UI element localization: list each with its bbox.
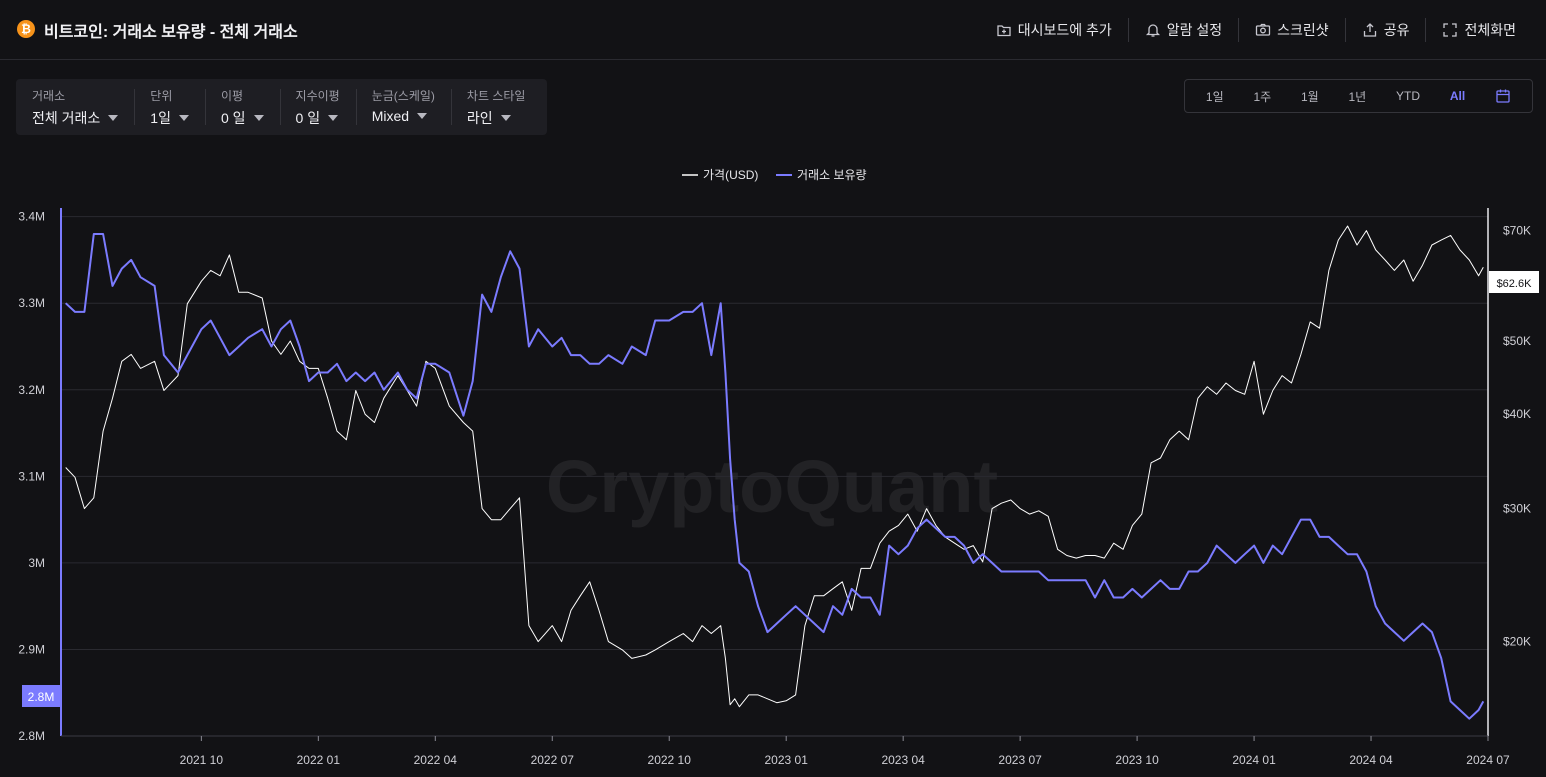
exchange-select-value: 전체 거래소: [32, 110, 101, 126]
left-last-value-badge: 2.8M: [22, 685, 60, 707]
x-tick-label: 2024 07: [1466, 753, 1510, 767]
x-tick-label: 2022 10: [648, 753, 692, 767]
chevron-down-icon: [328, 115, 339, 121]
unit-select-value: 1일: [150, 110, 171, 126]
legend-reserve-label[interactable]: 거래소 보유량: [797, 168, 867, 182]
left-last-value-text: 2.8M: [28, 690, 55, 704]
unit-select-label: 단위: [150, 89, 173, 103]
legend-price-label[interactable]: 가격(USD): [703, 168, 758, 182]
ma-select-value: 0 일: [220, 110, 246, 126]
y-left-tick-label: 2.8M: [18, 729, 45, 743]
add-to-dashboard-button[interactable]: 대시보드에 추가: [980, 20, 1128, 40]
ema-select-value: 0 일: [295, 110, 321, 126]
screenshot-button[interactable]: 스크린샷: [1239, 20, 1345, 40]
y-right-tick-label: $40K: [1503, 407, 1531, 421]
y-right-tick-label: $30K: [1503, 502, 1531, 516]
share-label: 공유: [1383, 22, 1410, 38]
exchange-select-label: 거래소: [32, 89, 66, 103]
y-right-tick-label: $70K: [1503, 224, 1531, 238]
bitcoin-icon: ₿: [17, 20, 35, 38]
chevron-down-icon: [178, 115, 189, 121]
chart-style-select-value: 라인: [466, 110, 493, 126]
unit-select[interactable]: 단위 1일: [134, 79, 205, 135]
x-tick-label: 2024 04: [1349, 753, 1393, 767]
action-divider: [1238, 18, 1240, 42]
chart-legend: 가격(USD) 거래소 보유량: [682, 168, 867, 182]
x-tick-label: 2022 07: [531, 753, 575, 767]
x-tick-label: 2023 10: [1115, 753, 1159, 767]
ema-select-label: 지수이평: [295, 89, 340, 103]
right-last-value-text: $62.6K: [1497, 278, 1533, 290]
x-tick-label: 2023 01: [765, 753, 809, 767]
screenshot-label: 스크린샷: [1277, 22, 1329, 38]
range-1w-button[interactable]: 1주: [1253, 89, 1272, 104]
chart-style-select-label: 차트 스타일: [466, 89, 526, 103]
chevron-down-icon: [253, 115, 264, 121]
y-right-tick-label: $20K: [1503, 635, 1531, 649]
action-divider: [1425, 18, 1427, 42]
x-tick-label: 2023 07: [998, 753, 1042, 767]
calendar-icon: [1496, 89, 1510, 103]
chevron-down-icon: [417, 113, 428, 119]
ema-select[interactable]: 지수이평 0 일: [279, 79, 356, 135]
alert-settings-label: 알람 설정: [1166, 22, 1223, 38]
alert-settings-button[interactable]: 알람 설정: [1129, 20, 1238, 40]
y-left-tick-label: 3.1M: [18, 469, 45, 483]
range-selector: 1일 1주 1월 1년 YTD All: [1184, 79, 1533, 113]
action-divider: [1127, 18, 1129, 42]
price-series-line: [65, 225, 1484, 708]
exchange-reserve-chart: CryptoQuant 가격(USD) 거래소 보유량 3.4M 3.3M 3.2M…: [18, 168, 1539, 767]
scale-select-label: 눈금(스케일): [371, 89, 435, 103]
ma-select-label: 이평: [220, 89, 244, 103]
add-to-dashboard-label: 대시보드에 추가: [1017, 22, 1112, 38]
right-last-value-badge: $62.6K: [1489, 271, 1539, 293]
share-icon: [1363, 23, 1376, 37]
y-left-tick-label: 3.4M: [18, 210, 45, 224]
fullscreen-label: 전체화면: [1464, 22, 1516, 38]
x-tick-label: 2023 04: [881, 753, 925, 767]
y-left-tick-label: 3M: [28, 556, 45, 570]
page-title: 비트코인: 거래소 보유량 - 전체 거래소: [44, 24, 298, 41]
camera-icon: [1256, 23, 1271, 36]
exchange-select[interactable]: 거래소 전체 거래소: [16, 79, 134, 135]
y-left-tick-label: 2.9M: [18, 642, 45, 656]
chevron-down-icon: [500, 115, 511, 121]
action-divider: [1344, 18, 1346, 42]
chart-style-select[interactable]: 차트 스타일 라인: [450, 79, 542, 135]
scale-select-value: Mixed: [371, 108, 410, 124]
chart-watermark: CryptoQuant: [546, 445, 998, 528]
x-tick-label: 2022 01: [297, 753, 341, 767]
header-bar: ₿ 비트코인: 거래소 보유량 - 전체 거래소 대시보드에 추가 알람 설정 …: [0, 0, 1546, 60]
chevron-down-icon: [108, 115, 119, 121]
bell-icon: [1145, 24, 1160, 37]
x-tick-label: 2022 04: [414, 753, 458, 767]
fullscreen-button[interactable]: 전체화면: [1426, 20, 1532, 40]
reserve-series-line: [65, 233, 1485, 720]
calendar-button[interactable]: [1495, 88, 1511, 104]
y-left-tick-label: 3.2M: [18, 383, 45, 397]
chart-gridlines: [61, 216, 1488, 737]
x-tick-label: 2024 01: [1232, 753, 1276, 767]
y-right-tick-label: $50K: [1503, 334, 1531, 348]
fullscreen-icon: [1443, 23, 1458, 37]
range-all-button[interactable]: All: [1449, 89, 1466, 103]
filter-bar: 거래소 전체 거래소 단위 1일 이평 0 일 지수이평 0 일 눈금(스케일)…: [16, 79, 547, 135]
header-actions: 대시보드에 추가 알람 설정 스크린샷 공유 전체화면: [980, 18, 1532, 42]
share-button[interactable]: 공유: [1346, 20, 1426, 40]
range-1y-button[interactable]: 1년: [1348, 89, 1367, 104]
ma-select[interactable]: 이평 0 일: [204, 79, 280, 135]
scale-select[interactable]: 눈금(스케일) Mixed: [355, 79, 451, 135]
dashboard-add-icon: [997, 25, 1011, 37]
x-tick-label: 2021 10: [180, 753, 224, 767]
y-left-tick-label: 3.3M: [18, 296, 45, 310]
range-1d-button[interactable]: 1일: [1205, 89, 1224, 104]
range-1m-button[interactable]: 1월: [1300, 89, 1319, 104]
range-ytd-button[interactable]: YTD: [1396, 89, 1421, 103]
